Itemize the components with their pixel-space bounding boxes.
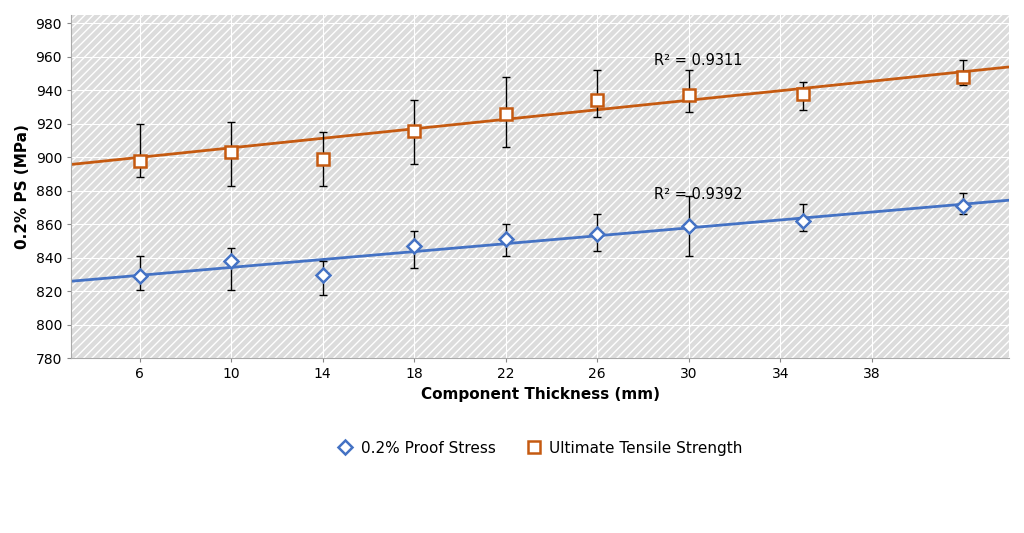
0.2% Proof Stress [316,271,329,278]
Ultimate Tensile Strength [683,92,695,99]
Ultimate Tensile Strength [500,111,512,117]
Text: R² = 0.9311: R² = 0.9311 [654,53,743,68]
X-axis label: Component Thickness (mm): Component Thickness (mm) [421,387,659,402]
Ultimate Tensile Strength [591,97,603,103]
0.2% Proof Stress [500,236,512,243]
Legend: 0.2% Proof Stress, Ultimate Tensile Strength: 0.2% Proof Stress, Ultimate Tensile Stre… [332,434,749,462]
Ultimate Tensile Strength [316,156,329,162]
Ultimate Tensile Strength [797,91,809,97]
Ultimate Tensile Strength [957,74,970,80]
0.2% Proof Stress [797,218,809,224]
Ultimate Tensile Strength [409,127,421,134]
0.2% Proof Stress [409,243,421,249]
Line: Ultimate Tensile Strength: Ultimate Tensile Strength [133,71,970,167]
0.2% Proof Stress [683,223,695,229]
0.2% Proof Stress [591,231,603,238]
Y-axis label: 0.2% PS (MPa): 0.2% PS (MPa) [15,124,30,249]
0.2% Proof Stress [133,273,145,279]
Line: 0.2% Proof Stress: 0.2% Proof Stress [135,201,968,281]
0.2% Proof Stress [957,203,970,209]
0.2% Proof Stress [225,258,238,264]
Ultimate Tensile Strength [225,149,238,156]
Ultimate Tensile Strength [133,158,145,164]
Text: R² = 0.9392: R² = 0.9392 [654,187,743,202]
